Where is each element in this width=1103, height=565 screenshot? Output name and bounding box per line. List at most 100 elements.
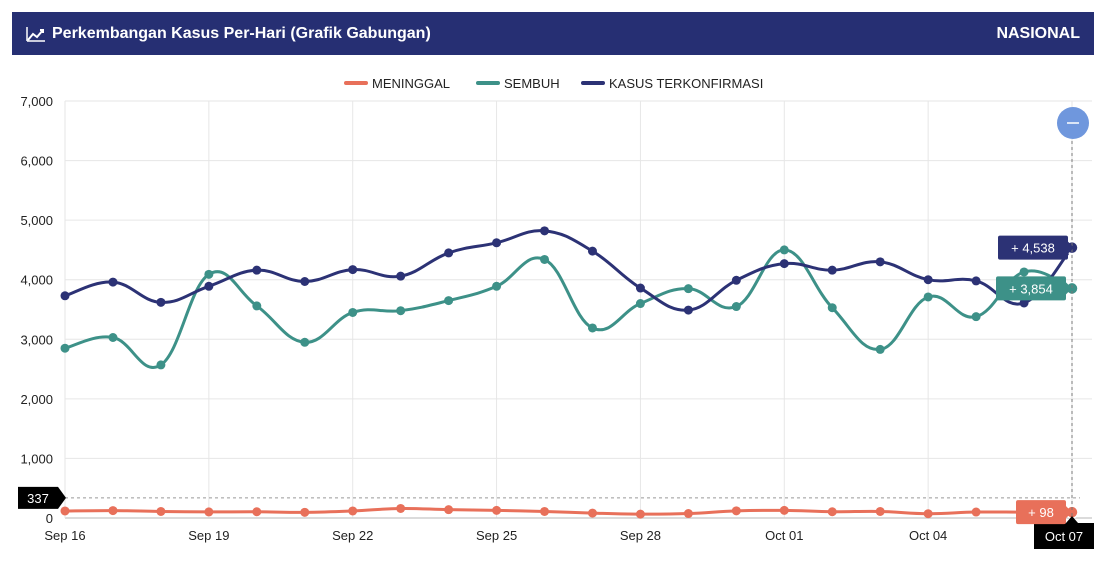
y-tick-label: 6,000 — [20, 154, 53, 169]
data-point[interactable] — [923, 509, 933, 519]
crosshair-y-label: 337 — [27, 491, 49, 506]
line-chart-icon — [26, 26, 45, 42]
data-point[interactable] — [1019, 298, 1029, 308]
data-point[interactable] — [635, 509, 645, 519]
data-point[interactable] — [396, 306, 406, 316]
data-point[interactable] — [731, 302, 741, 312]
x-tick-label: Sep 28 — [620, 528, 661, 543]
data-point[interactable] — [396, 503, 406, 513]
data-point[interactable] — [1019, 267, 1029, 277]
combined-line-chart[interactable]: 0 1,000 2,000 3,000 4,000 5,000 6,000 7,000 Sep … — [0, 56, 1103, 560]
x-tick-label: Sep 19 — [188, 528, 229, 543]
data-point[interactable] — [60, 506, 70, 516]
x-tick-label: Oct 04 — [909, 528, 947, 543]
data-point[interactable] — [348, 506, 358, 516]
data-point[interactable] — [635, 299, 645, 309]
data-point[interactable] — [971, 507, 981, 517]
y-tick-label: 2,000 — [20, 392, 53, 407]
data-point[interactable] — [348, 307, 358, 317]
tooltip-box — [998, 235, 1068, 260]
data-point[interactable] — [827, 265, 837, 275]
tooltip-pointer — [1068, 241, 1074, 254]
data-point[interactable] — [60, 343, 70, 353]
tooltip-pointer — [1066, 282, 1072, 295]
crosshair-x-label-box — [1034, 523, 1094, 549]
tooltip-value: + 4,538 — [1011, 241, 1055, 256]
data-point[interactable] — [492, 281, 502, 291]
data-point[interactable] — [683, 509, 693, 519]
data-point[interactable] — [156, 360, 166, 370]
y-tick-label: 4,000 — [20, 273, 53, 288]
data-point[interactable] — [444, 296, 454, 306]
region-label: NASIONAL — [996, 24, 1080, 42]
tooltip-value: + 98 — [1028, 505, 1054, 520]
data-point[interactable] — [252, 301, 262, 311]
data-point[interactable] — [444, 248, 454, 258]
data-point[interactable] — [204, 269, 214, 279]
data-point[interactable] — [779, 245, 789, 255]
chart-area: 0 1,000 2,000 3,000 4,000 5,000 6,000 7,000 Sep … — [0, 56, 1103, 560]
data-point[interactable] — [587, 246, 597, 256]
tooltip-box — [996, 276, 1066, 301]
data-point[interactable] — [540, 226, 550, 236]
crosshair-x-label: Oct 07 — [1045, 529, 1083, 544]
data-point[interactable] — [827, 303, 837, 313]
data-point[interactable] — [300, 277, 310, 287]
data-point[interactable] — [156, 506, 166, 516]
data-point[interactable] — [108, 506, 118, 516]
data-point[interactable] — [204, 281, 214, 291]
data-point[interactable] — [252, 507, 262, 517]
y-tick-label: 1,000 — [20, 451, 53, 466]
data-point[interactable] — [731, 275, 741, 285]
y-tick-label: 0 — [46, 511, 53, 526]
data-point[interactable] — [923, 275, 933, 285]
data-point[interactable] — [779, 505, 789, 515]
data-point[interactable] — [60, 291, 70, 301]
tooltip-pointer — [1066, 506, 1072, 519]
data-point[interactable] — [444, 505, 454, 515]
data-point[interactable] — [827, 507, 837, 517]
series-line-sembuh[interactable] — [64, 248, 1073, 369]
data-point[interactable] — [108, 277, 118, 287]
y-tick-label: 5,000 — [20, 213, 53, 228]
data-point[interactable] — [683, 284, 693, 294]
data-point[interactable] — [779, 259, 789, 269]
series-line-kasus-terkonfirmasi[interactable] — [64, 229, 1074, 312]
data-point[interactable] — [540, 254, 550, 264]
chart-header: Perkembangan Kasus Per-Hari (Grafik Gabu… — [12, 12, 1094, 55]
data-point[interactable] — [587, 508, 597, 518]
data-point[interactable] — [540, 506, 550, 516]
tooltip-value: + 3,854 — [1009, 281, 1053, 296]
data-point[interactable] — [731, 506, 741, 516]
data-point[interactable] — [971, 312, 981, 322]
data-point[interactable] — [875, 344, 885, 354]
series-line-meninggal[interactable] — [64, 506, 1073, 516]
header-left: Perkembangan Kasus Per-Hari (Grafik Gabu… — [26, 25, 431, 43]
data-point[interactable] — [300, 507, 310, 517]
x-tick-label: Sep 22 — [332, 528, 373, 543]
data-point[interactable] — [396, 271, 406, 281]
data-point[interactable] — [300, 337, 310, 347]
x-tick-label: Sep 16 — [44, 528, 85, 543]
data-point[interactable] — [587, 323, 597, 333]
data-point[interactable] — [635, 283, 645, 293]
data-point[interactable] — [252, 265, 262, 275]
data-point[interactable] — [971, 276, 981, 286]
data-point[interactable] — [492, 505, 502, 515]
data-point[interactable] — [348, 265, 358, 275]
data-point[interactable] — [923, 292, 933, 302]
y-tick-label: 3,000 — [20, 332, 53, 347]
y-tick-label: 7,000 — [20, 94, 53, 109]
chart-title: Perkembangan Kasus Per-Hari (Grafik Gabu… — [52, 24, 431, 42]
data-point[interactable] — [204, 507, 214, 517]
legend-label: MENINGGAL — [372, 76, 450, 91]
data-point[interactable] — [108, 332, 118, 342]
data-point[interactable] — [492, 238, 502, 248]
data-point[interactable] — [875, 506, 885, 516]
data-point[interactable] — [683, 305, 693, 315]
x-tick-label: Sep 25 — [476, 528, 517, 543]
crosshair-y-label-box — [18, 486, 66, 509]
data-point[interactable] — [875, 257, 885, 267]
data-point[interactable] — [156, 297, 166, 307]
x-tick-label: Oct 01 — [765, 528, 803, 543]
